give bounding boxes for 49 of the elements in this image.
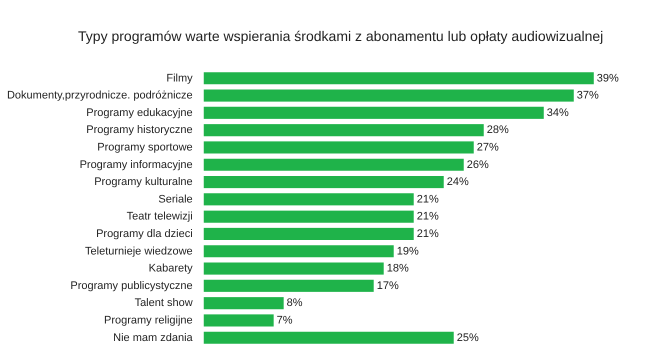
data-label: 27% [476,141,499,154]
y-tick-label: Programy religijne [104,314,193,326]
data-label: 21% [416,228,439,240]
data-label: 8% [286,297,303,310]
bar [204,158,464,171]
data-label: 21% [416,210,439,223]
y-tick-label: Programy edukacyjne [86,106,193,119]
y-tick-label: Programy kulturalne [94,176,193,188]
data-label: 21% [416,193,439,206]
y-tick-label: Kabarety [148,262,194,275]
data-label: 7% [276,314,293,326]
bar [204,280,374,292]
y-tick-label: Programy sportowe [97,141,193,154]
bar [204,141,474,154]
bar [204,176,444,188]
y-tick-label: Programy dla dzieci [96,228,193,240]
data-label: 34% [546,106,570,119]
data-label: 26% [466,158,489,171]
bar [204,210,414,223]
y-tick-label: Filmy [166,72,194,84]
chart-title: Typy programów warte wspierania środkami z abonamentu lub opłaty audiowizualnej [78,28,604,44]
y-tick-label: Programy informacyjne [80,158,193,171]
y-tick-label: Programy historyczne [86,124,193,136]
data-label: 25% [456,332,479,344]
bar [204,106,544,119]
bar [204,89,574,102]
bar [204,124,484,136]
data-label: 18% [386,262,409,275]
bar [204,72,594,84]
data-label: 17% [376,280,399,292]
y-tick-label: Dokumenty,przyrodnicze. podróżnicze [6,90,193,102]
bar [204,245,394,258]
data-label: 39% [596,72,620,84]
bar [204,193,414,206]
y-tick-label: Programy publicystyczne [70,280,193,292]
bar [204,314,274,327]
data-label: 37% [576,90,600,102]
data-label: 28% [486,124,509,136]
y-tick-label: Seriale [158,193,193,206]
y-tick-label: Teatr telewizji [126,210,193,223]
data-label: 19% [396,245,419,258]
y-tick-label: Teleturnieje wiedzowe [85,245,193,258]
bar [204,228,414,240]
y-tick-label: Talent show [134,297,193,310]
y-tick-label: Nie mam zdania [113,332,194,344]
data-label: 24% [446,176,469,188]
bar [204,297,284,310]
bar [204,262,384,275]
bar [204,332,454,344]
